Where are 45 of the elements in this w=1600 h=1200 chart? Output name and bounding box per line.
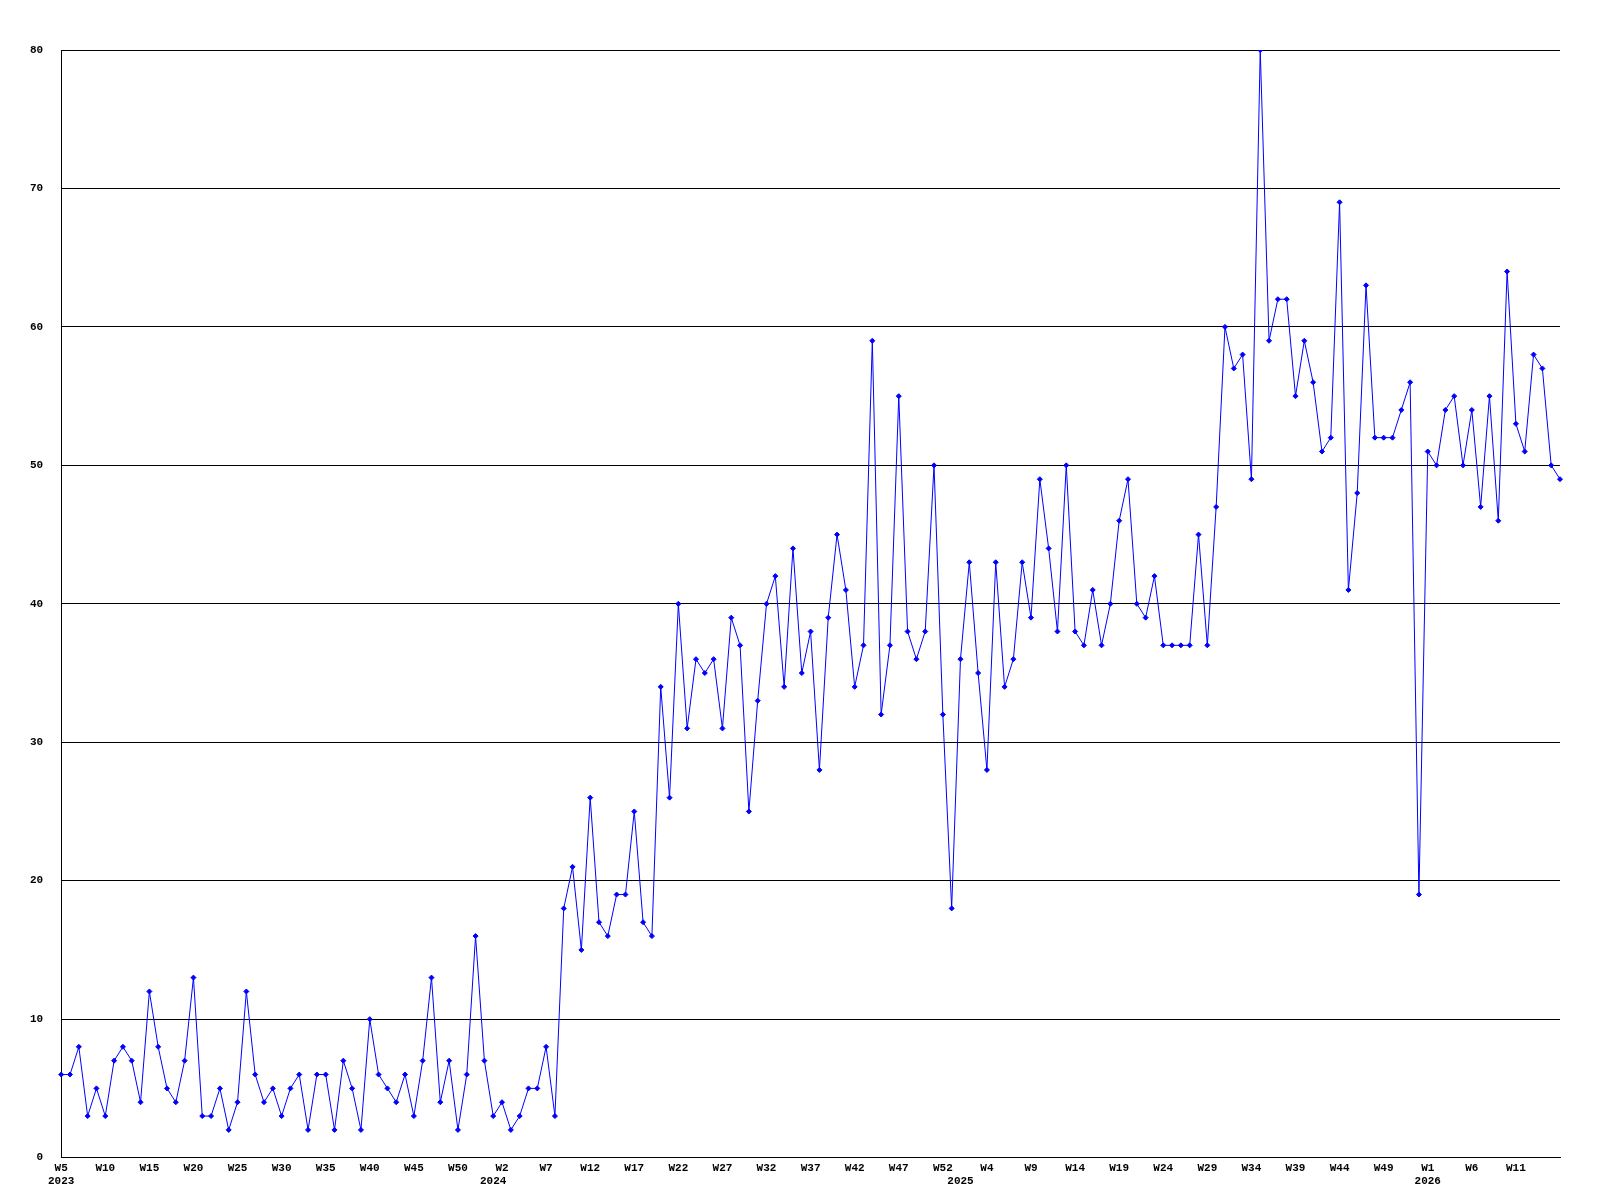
x-tick-label: W25: [227, 1161, 248, 1174]
y-tick-label: 80: [30, 43, 44, 56]
x-tick-label: W45: [403, 1161, 425, 1174]
y-tick-label: 50: [30, 459, 44, 472]
x-tick-label: W32: [756, 1161, 777, 1174]
x-tick-label: W9: [1024, 1161, 1038, 1174]
x-tick-label: W49: [1373, 1161, 1394, 1174]
x-tick-label: W19: [1109, 1161, 1130, 1174]
y-tick-label: 0: [36, 1151, 44, 1164]
x-tick-label: W35: [315, 1161, 336, 1174]
x-tick-label: W12: [580, 1161, 601, 1174]
x-tick-label: W20: [183, 1161, 204, 1174]
x-tick-label: W5 2023: [48, 1161, 75, 1188]
x-tick-label: W11: [1506, 1161, 1527, 1174]
x-tick-label: W40: [359, 1161, 380, 1174]
x-tick-label: W6: [1465, 1161, 1479, 1174]
y-tick-label: 30: [30, 736, 44, 749]
x-tick-label: W14: [1065, 1161, 1086, 1174]
x-tick-label: W7: [539, 1161, 553, 1174]
x-tick-label: W1 2026: [1414, 1161, 1441, 1188]
y-tick-label: 40: [30, 597, 44, 610]
x-tick-label: W2: [495, 1161, 509, 1174]
x-tick-label: W44: [1329, 1161, 1350, 1174]
x-tick-label: W4: [980, 1161, 994, 1174]
y-tick-label: 20: [30, 874, 44, 887]
x-tick-label: W22: [668, 1161, 689, 1174]
x-tick-label: W15: [139, 1161, 160, 1174]
x-tick-label: W50: [448, 1161, 468, 1174]
x-tick-label: W47: [888, 1161, 909, 1174]
x-tick-label: W42: [844, 1161, 865, 1174]
x-tick-label: W24: [1153, 1161, 1174, 1174]
x-tick-label: W17: [624, 1161, 645, 1174]
x-tick-label: W37: [800, 1161, 821, 1174]
x-tick-label: W30: [271, 1161, 292, 1174]
y-tick-label: 10: [30, 1012, 44, 1025]
x-tick-label: W27: [712, 1161, 733, 1174]
x-tick-label: W52: [932, 1161, 953, 1174]
x-tick-label: 2024: [480, 1175, 507, 1188]
y-tick-label: 70: [30, 182, 44, 195]
x-tick-label: W39: [1285, 1161, 1306, 1174]
x-tick-label: 2025: [947, 1175, 975, 1188]
x-tick-label: W29: [1197, 1161, 1218, 1174]
x-tick-label: W34: [1241, 1161, 1262, 1174]
y-tick-label: 60: [30, 320, 44, 333]
x-tick-label: W10: [95, 1161, 116, 1174]
